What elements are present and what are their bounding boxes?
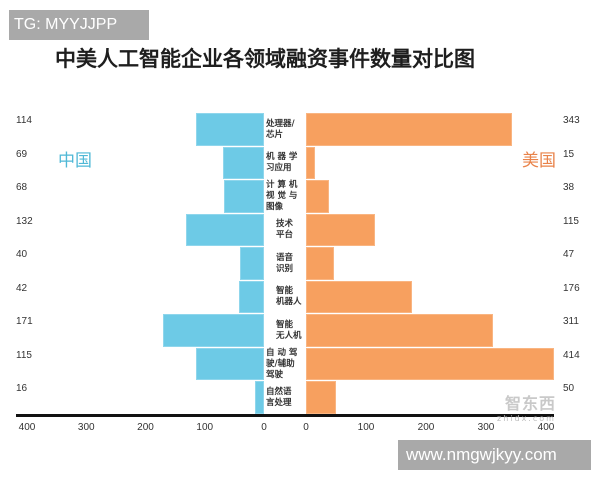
usa-value-label: 15 <box>563 148 575 160</box>
china-value-label: 114 <box>16 115 32 126</box>
china-bar <box>196 113 264 146</box>
x-axis-line <box>16 414 554 417</box>
china-value-label: 42 <box>16 282 28 294</box>
category-label-line: 识别 <box>276 263 294 274</box>
x-tick-left: 100 <box>196 422 214 433</box>
category-label-line: 智能 <box>276 286 294 297</box>
china-bar <box>195 347 264 380</box>
category-label-line: 智能 <box>276 319 294 330</box>
china-bar <box>162 314 264 347</box>
usa-value-label: 414 <box>563 349 580 361</box>
china-value-label: 16 <box>16 383 28 394</box>
china-bar <box>254 381 264 414</box>
usa-value-label: 50 <box>563 383 575 394</box>
usa-bar <box>306 113 512 146</box>
china-bar <box>239 280 264 313</box>
china-bar <box>223 180 264 213</box>
china-bar <box>240 247 264 280</box>
x-tick-left: 0 <box>261 422 267 433</box>
usa-bar <box>306 381 336 414</box>
x-tick-left: 200 <box>137 422 154 433</box>
category-label-line: 处理器/ <box>266 118 295 129</box>
category-label-line: 驾驶 <box>266 369 284 380</box>
top-watermark: TG: MYYJJPP <box>9 10 149 40</box>
category-label: 处理器/芯片 <box>266 119 306 141</box>
category-label-line: 无人机 <box>276 330 302 341</box>
usa-bar <box>306 180 329 213</box>
category-label-line: 习应用 <box>266 163 292 174</box>
usa-bar <box>306 213 375 246</box>
china-bar <box>223 146 264 179</box>
usa-value-label: 311 <box>563 316 579 327</box>
usa-value-label: 38 <box>563 182 575 193</box>
category-label-line: 机 器 学 <box>266 152 298 163</box>
usa-bar <box>306 314 493 347</box>
category-label: 智能 机器人 <box>266 286 306 308</box>
category-label: 技术 平台 <box>266 219 306 241</box>
x-tick-right: 200 <box>417 422 435 433</box>
china-value-label: 171 <box>16 316 33 327</box>
category-label-line: 视 觉 与 <box>266 191 298 202</box>
category-label: 计 算 机视 觉 与图像 <box>266 180 306 213</box>
usa-bar <box>306 280 412 313</box>
category-label-line: 语音 <box>276 252 294 263</box>
x-tick-left: 400 <box>18 422 36 433</box>
usa-value-label: 47 <box>563 249 575 260</box>
chart-title: 中美人工智能企业各领域融资事件数量对比图 <box>55 47 475 71</box>
usa-value-label: 176 <box>563 282 580 294</box>
logo-watermark-text: 智东西 <box>505 394 557 413</box>
x-tick-right: 0 <box>303 422 309 433</box>
category-label-line: 自然语 <box>266 386 292 397</box>
category-label-line: 芯片 <box>266 129 284 140</box>
bottom-watermark: www.nmgwjkyy.com <box>398 440 591 470</box>
category-label-line: 图像 <box>266 202 284 213</box>
category-label-line: 平台 <box>276 230 294 241</box>
x-tick-right: 100 <box>357 422 375 433</box>
legend-usa: 美国 <box>522 151 556 171</box>
china-value-label: 40 <box>16 249 28 260</box>
usa-bar <box>306 247 335 280</box>
china-value-label: 115 <box>16 349 32 361</box>
x-tick-right: 400 <box>537 422 555 433</box>
china-value-label: 69 <box>16 148 28 160</box>
category-label-line: 自 动 驾 <box>266 347 298 358</box>
logo-watermark: 智东西 zhidx.com <box>497 390 557 423</box>
x-tick-left: 300 <box>77 422 95 433</box>
category-label-line: 驶/辅助 <box>266 358 295 369</box>
category-label-line: 计 算 机 <box>266 180 298 191</box>
category-label-line: 机器人 <box>276 297 302 308</box>
china-value-label: 132 <box>16 215 33 227</box>
legend-china: 中国 <box>58 151 92 171</box>
category-label-line: 技术 <box>276 219 294 230</box>
category-label: 智能 无人机 <box>266 320 306 342</box>
usa-value-label: 343 <box>563 115 580 126</box>
x-tick-right: 300 <box>477 422 495 433</box>
usa-value-label: 115 <box>563 215 579 227</box>
china-bar <box>185 213 264 246</box>
china-value-label: 68 <box>16 182 28 193</box>
usa-bar <box>306 347 555 380</box>
category-label: 自 动 驾驶/辅助 驾驶 <box>266 348 306 381</box>
usa-bar <box>306 146 315 179</box>
category-label: 机 器 学习应用 <box>266 152 306 174</box>
category-label-line: 言处理 <box>266 397 292 408</box>
category-label: 语音 识别 <box>266 253 306 275</box>
category-label: 自然语 言处理 <box>266 387 306 409</box>
logo-watermark-sub: zhidx.com <box>497 414 556 423</box>
